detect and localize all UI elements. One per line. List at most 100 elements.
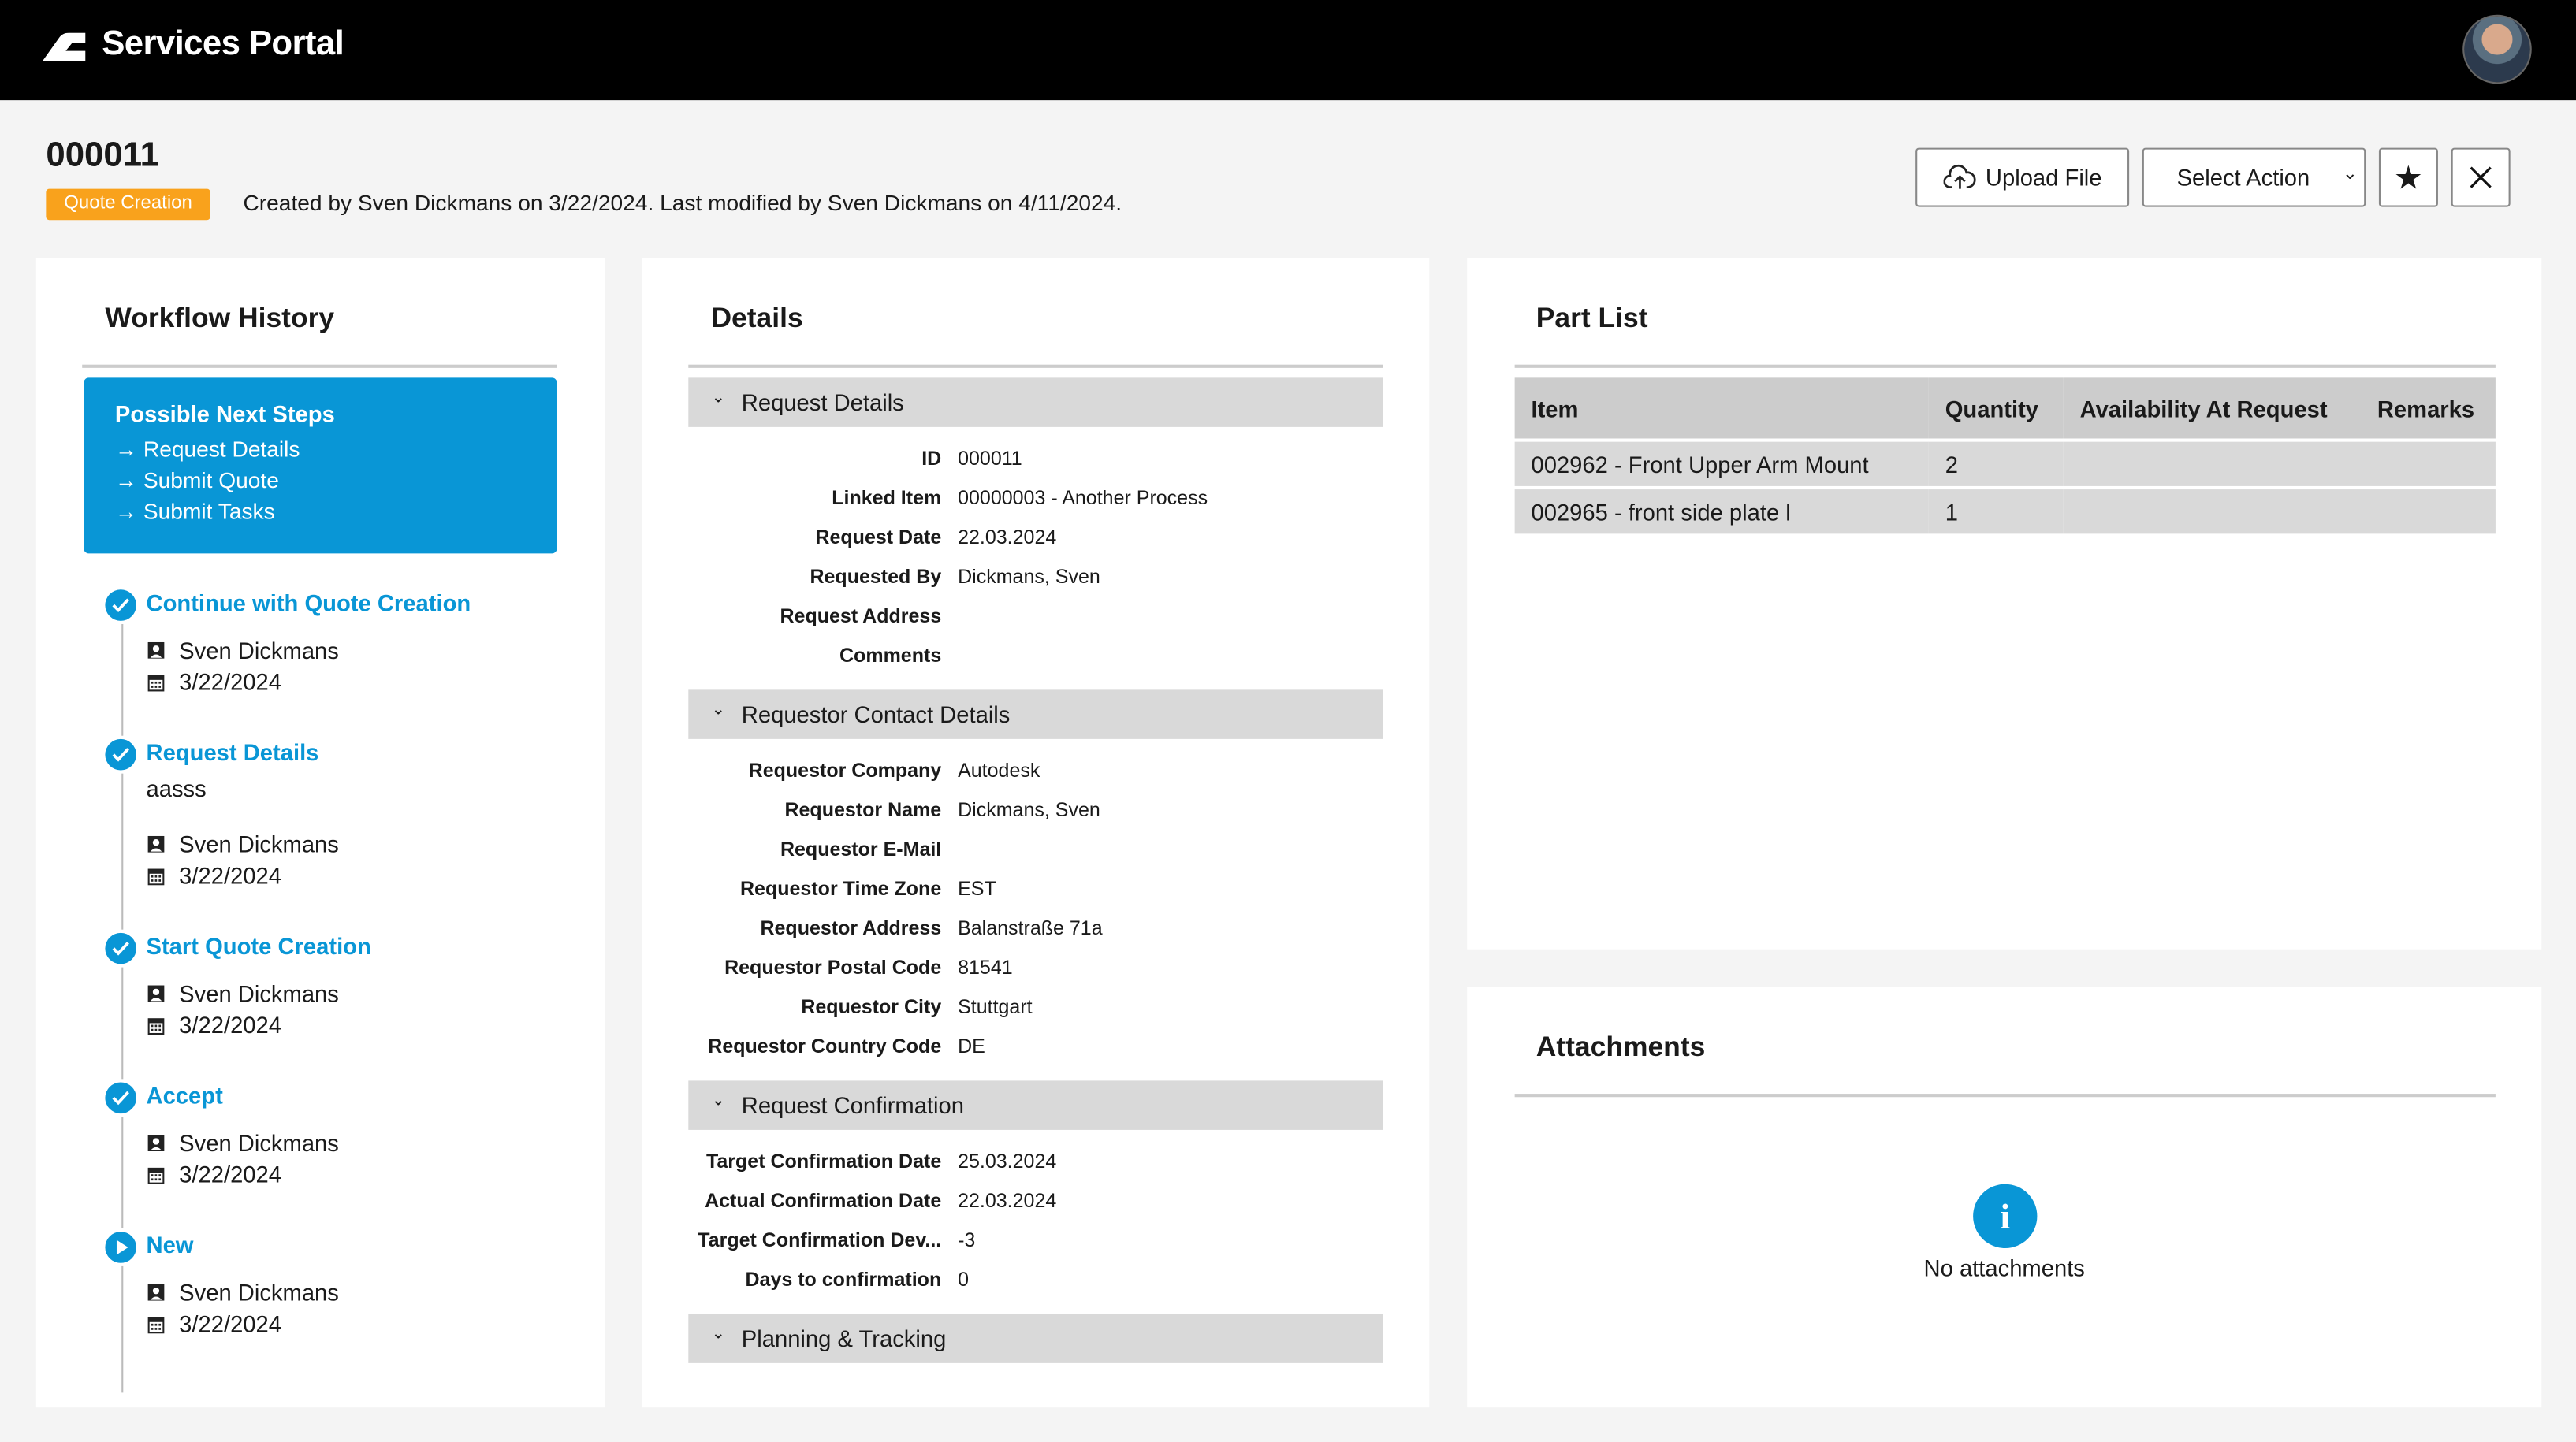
field-value: 22.03.2024 — [958, 1188, 1057, 1213]
table-cell — [2360, 489, 2496, 534]
field-label: Requestor Name — [784, 797, 942, 822]
next-step-link[interactable]: → Request Details — [115, 433, 526, 465]
field-label: Requestor Address — [760, 916, 942, 940]
section-header[interactable]: ⌄ Request Confirmation — [688, 1080, 1383, 1130]
timeline-user: Sven Dickmans — [147, 1280, 339, 1306]
select-action-dropdown[interactable]: Select Action ⌄ — [2142, 147, 2366, 207]
field-label: Requested By — [810, 564, 942, 589]
table-row[interactable]: 002962 - Front Upper Arm Mount 2 — [1514, 441, 2496, 486]
timeline-item-title[interactable]: Request Details — [146, 738, 319, 766]
record-id: 000011 — [46, 136, 160, 174]
section-title: Requestor Contact Details — [741, 701, 1011, 728]
close-button[interactable] — [2451, 147, 2511, 207]
next-step-link[interactable]: → Submit Tasks — [115, 496, 526, 527]
field-label: Linked Item — [832, 485, 942, 510]
divider — [688, 364, 1383, 368]
timeline-date: 3/22/2024 — [147, 862, 281, 889]
user-name: Sven Dickmans — [179, 637, 339, 664]
next-steps-box: Possible Next Steps → Request Details → S… — [84, 377, 557, 554]
info-icon: i — [1973, 1184, 2038, 1248]
next-step-label: Submit Quote — [143, 467, 279, 493]
timeline-connector — [121, 967, 124, 1080]
section-header[interactable]: ⌄ Request Details — [688, 377, 1383, 427]
timeline-item-title[interactable]: Continue with Quote Creation — [146, 589, 471, 616]
calendar-icon — [147, 1316, 165, 1333]
calendar-icon — [147, 1166, 165, 1184]
select-action-label: Select Action — [2176, 164, 2310, 191]
field-row: Requestor Country Code DE — [688, 1027, 1383, 1066]
field-label: Requestor City — [801, 995, 942, 1019]
timeline-item-title[interactable]: Start Quote Creation — [146, 932, 371, 960]
section-header[interactable]: ⌄ Planning & Tracking — [688, 1314, 1383, 1363]
part-list-title: Part List — [1536, 302, 1648, 334]
timeline-user: Sven Dickmans — [147, 980, 339, 1007]
next-steps-title: Possible Next Steps — [114, 400, 335, 427]
column-header[interactable]: Remarks — [2360, 377, 2496, 439]
arrow-right-icon: → — [114, 437, 143, 462]
section-title: Request Confirmation — [741, 1091, 965, 1119]
workflow-history-title: Workflow History — [105, 302, 335, 334]
field-label: Comments — [839, 644, 942, 667]
timeline-item-title[interactable]: New — [146, 1232, 194, 1258]
upload-file-button[interactable]: Upload File — [1915, 147, 2130, 207]
cloud-upload-icon — [1942, 164, 1975, 189]
timeline-check-icon — [105, 932, 136, 964]
next-step-link[interactable]: → Submit Quote — [115, 465, 526, 496]
field-row: Request Date 22.03.2024 — [688, 518, 1383, 557]
field-label: Requestor Time Zone — [739, 876, 942, 901]
divider — [1514, 1094, 2496, 1098]
date: 3/22/2024 — [179, 668, 282, 695]
favorite-button[interactable]: ★ — [2378, 147, 2438, 207]
field-row: Linked Item 00000003 - Another Process — [688, 478, 1383, 518]
table-cell: 002965 - front side plate l — [1514, 489, 1929, 534]
user-icon — [147, 985, 165, 1002]
field-label: Request Address — [780, 604, 942, 628]
column-header[interactable]: Item — [1514, 377, 1929, 439]
date: 3/22/2024 — [179, 1011, 282, 1039]
user-icon — [147, 641, 165, 659]
divider — [1514, 364, 2496, 368]
field-row: Comments — [688, 636, 1383, 675]
timeline-item-title[interactable]: Accept — [146, 1082, 223, 1109]
field-row: ID 000011 — [688, 438, 1383, 478]
details-panel — [642, 258, 1430, 1408]
field-value: 00000003 - Another Process — [958, 485, 1208, 510]
field-row: Target Confirmation Date 25.03.2024 — [688, 1142, 1383, 1181]
chevron-down-icon: ⌄ — [711, 1091, 725, 1109]
record-meta: Created by Sven Dickmans on 3/22/2024. L… — [243, 190, 1122, 216]
column-header[interactable]: Quantity — [1928, 377, 2064, 439]
field-row: Requestor Name Dickmans, Sven — [688, 790, 1383, 830]
timeline-check-icon — [105, 738, 136, 771]
field-row: Request Address — [688, 596, 1383, 636]
part-list-panel — [1467, 258, 2542, 950]
arrow-right-icon: → — [114, 467, 143, 493]
field-row: Requested By Dickmans, Sven — [688, 557, 1383, 596]
date: 3/22/2024 — [179, 1310, 282, 1337]
field-row: Requestor Address Balanstraße 71a — [688, 909, 1383, 948]
arrow-right-icon: → — [114, 499, 143, 524]
status-badge: Quote Creation — [46, 188, 210, 221]
field-value: 25.03.2024 — [958, 1149, 1057, 1173]
timeline-connector — [121, 773, 124, 930]
section-title: Request Details — [741, 388, 904, 416]
attachments-title: Attachments — [1536, 1031, 1706, 1063]
column-header[interactable]: Availability At Request — [2063, 377, 2361, 439]
app-title: Services Portal — [102, 24, 344, 63]
field-label: Request Date — [815, 525, 942, 549]
section-title: Planning & Tracking — [741, 1325, 947, 1352]
field-row: Requestor Company Autodesk — [688, 750, 1383, 790]
section-header[interactable]: ⌄ Requestor Contact Details — [688, 689, 1383, 739]
timeline-item-note: aasss — [146, 775, 207, 802]
table-cell: 2 — [1928, 441, 2064, 486]
field-row: Target Confirmation Dev... -3 — [688, 1221, 1383, 1260]
user-name: Sven Dickmans — [179, 831, 339, 857]
calendar-icon — [147, 674, 165, 691]
timeline-date: 3/22/2024 — [147, 1011, 282, 1039]
timeline-connector — [121, 1117, 124, 1228]
user-icon — [147, 1284, 165, 1301]
table-cell: 002962 - Front Upper Arm Mount — [1514, 441, 1929, 486]
field-value: Balanstraße 71a — [958, 916, 1103, 940]
user-avatar[interactable] — [2462, 14, 2532, 84]
user-icon — [147, 835, 165, 853]
